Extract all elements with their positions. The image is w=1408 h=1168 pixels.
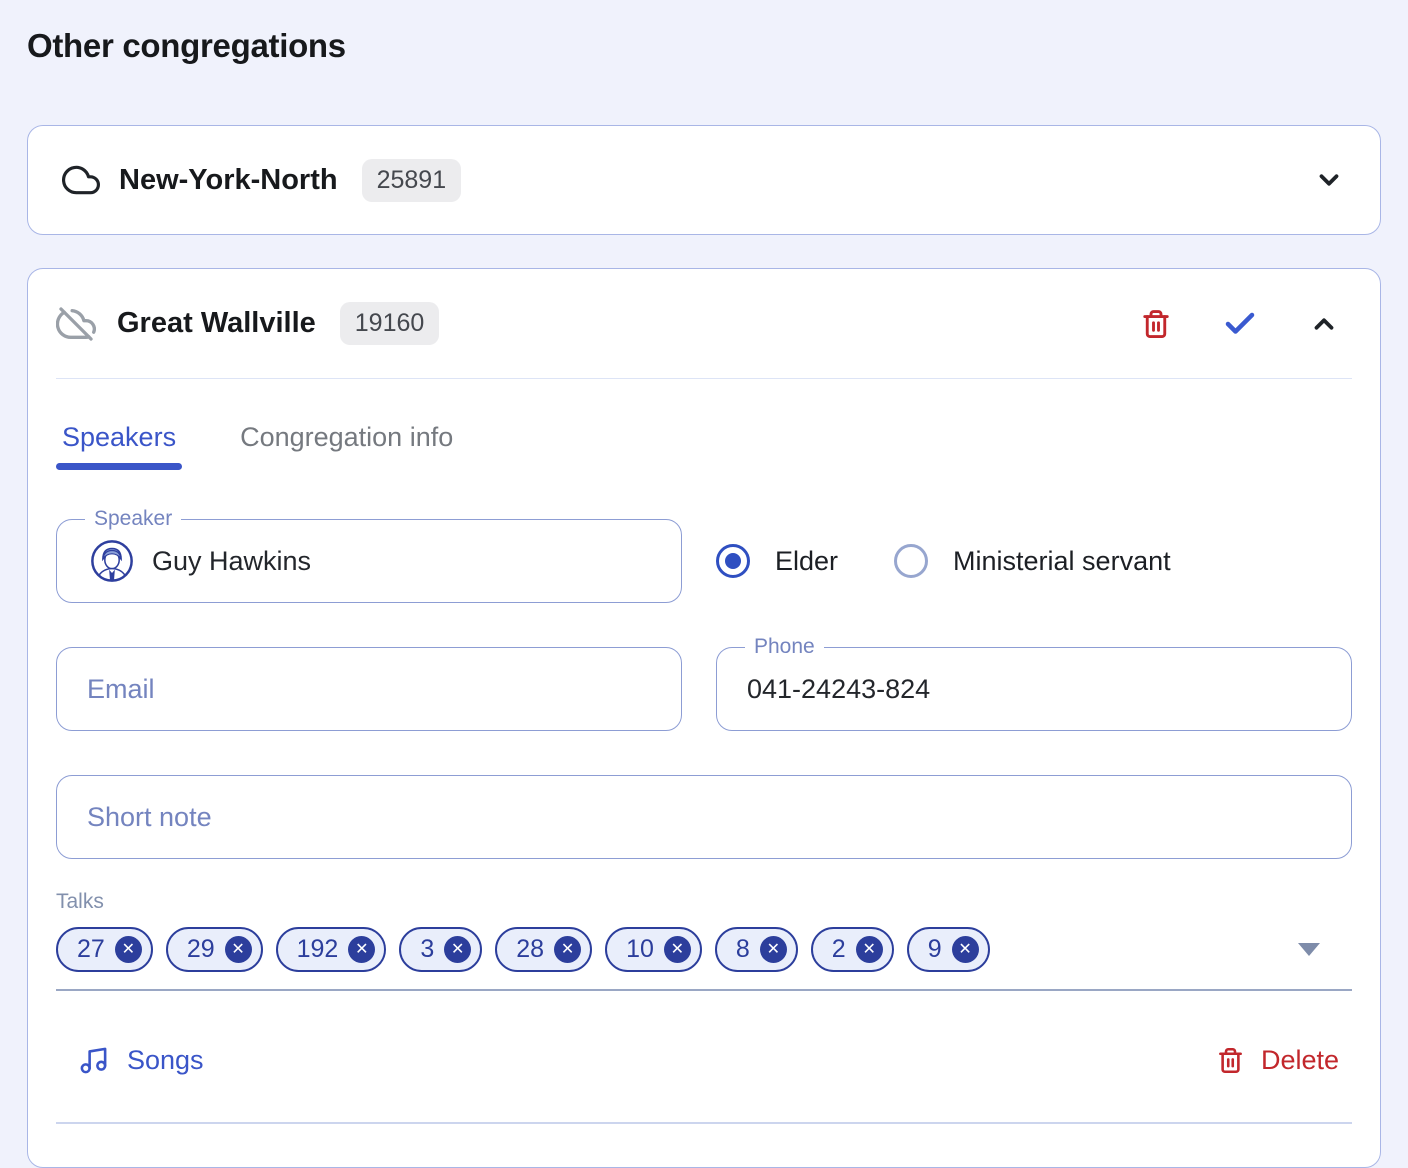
phone-field-label: Phone (745, 635, 824, 659)
talk-chip-remove-icon[interactable]: ✕ (759, 936, 787, 963)
radio-elder-label: Elder (775, 545, 839, 576)
congregation-card-expanded: Great Wallville 19160 (27, 268, 1381, 1168)
talk-chip-remove-icon[interactable]: ✕ (444, 936, 472, 963)
music-notes-icon (78, 1045, 109, 1076)
talk-chip: 8 ✕ (714, 927, 798, 972)
phone-input[interactable] (747, 673, 1329, 705)
speaker-name-input[interactable] (152, 545, 659, 577)
congregation-card-collapsed[interactable]: New-York-North 25891 (27, 125, 1381, 235)
radio-ministerial-servant[interactable]: Ministerial servant (894, 544, 1171, 578)
talk-chip-remove-icon[interactable]: ✕ (348, 936, 376, 963)
talk-chip: 192 ✕ (275, 927, 387, 972)
talk-chip-remove-icon[interactable]: ✕ (554, 936, 582, 963)
talk-chip-value: 9 (927, 935, 942, 963)
talk-chip-value: 2 (831, 935, 846, 963)
talk-chip: 28 ✕ (495, 927, 593, 972)
talks-dropdown-icon[interactable] (1298, 943, 1320, 956)
talk-chip-remove-icon[interactable]: ✕ (114, 936, 142, 963)
speaker-footer-actions: Songs Delete (56, 1031, 1352, 1089)
check-icon (1222, 306, 1258, 342)
cloud-off-icon (56, 304, 96, 344)
cloud-icon (62, 161, 100, 199)
talk-chip-value: 28 (516, 935, 545, 963)
page-title: Other congregations (27, 27, 346, 64)
talk-chip-value: 29 (186, 935, 215, 963)
songs-button[interactable]: Songs (78, 1045, 204, 1076)
talk-chip-value: 8 (735, 935, 750, 963)
phone-field[interactable]: Phone (716, 635, 1352, 731)
congregation-header: Great Wallville 19160 (56, 269, 1352, 379)
header-actions (1141, 306, 1339, 342)
delete-congregation-button[interactable] (1141, 308, 1171, 340)
tab-congregation-info[interactable]: Congregation info (234, 421, 459, 470)
talk-chip: 2 ✕ (810, 927, 894, 972)
talk-chip: 3 ✕ (399, 927, 483, 972)
speaker-field[interactable]: Speaker (56, 507, 682, 603)
confirm-button[interactable] (1222, 306, 1258, 342)
talk-chip-remove-icon[interactable]: ✕ (663, 936, 691, 963)
role-radio-group: Elder Ministerial servant (716, 519, 1352, 603)
section-divider (56, 1122, 1352, 1124)
talk-chip-remove-icon[interactable]: ✕ (224, 936, 252, 963)
talks-chips: 27 ✕ 29 ✕ 192 ✕ 3 ✕ 28 ✕ 10 ✕ 8 ✕ 2 ✕ 9 … (56, 927, 1282, 972)
person-avatar-icon (89, 538, 135, 584)
trash-icon (1141, 308, 1171, 340)
delete-speaker-button[interactable]: Delete (1217, 1045, 1339, 1076)
congregation-id-badge: 25891 (361, 158, 462, 202)
talk-chip: 9 ✕ (906, 927, 990, 972)
speaker-field-label: Speaker (85, 507, 182, 531)
talk-chip-value: 192 (296, 935, 339, 963)
talk-chip: 10 ✕ (605, 927, 702, 972)
collapse-button[interactable] (1309, 309, 1339, 339)
talks-select: 27 ✕ 29 ✕ 192 ✕ 3 ✕ 28 ✕ 10 ✕ 8 ✕ 2 ✕ 9 … (56, 927, 1352, 972)
congregation-id-badge: 19160 (339, 302, 440, 345)
delete-speaker-label: Delete (1260, 1044, 1339, 1075)
expand-button[interactable] (1314, 165, 1344, 195)
talks-underline (56, 989, 1352, 991)
short-note-input[interactable] (56, 775, 1352, 859)
congregation-name: Great Wallville (117, 307, 316, 339)
talk-chip: 27 ✕ (56, 927, 153, 972)
talk-chip-remove-icon[interactable]: ✕ (951, 936, 979, 963)
talk-chip-value: 3 (420, 935, 435, 963)
chevron-up-icon (1309, 309, 1339, 339)
songs-label: Songs (127, 1044, 204, 1075)
radio-ministerial-servant-label: Ministerial servant (953, 545, 1171, 576)
tab-speakers[interactable]: Speakers (56, 421, 183, 470)
email-input[interactable] (56, 647, 682, 731)
talk-chip-value: 10 (626, 935, 654, 963)
talks-label: Talks (56, 890, 104, 913)
talk-chip-value: 27 (77, 935, 105, 963)
radio-circle (894, 544, 929, 578)
trash-icon (1217, 1046, 1244, 1075)
talk-chip-remove-icon[interactable]: ✕ (855, 936, 883, 963)
radio-elder[interactable]: Elder (716, 544, 838, 578)
tab-bar: Speakers Congregation info (56, 421, 1352, 470)
talk-chip: 29 ✕ (165, 927, 263, 972)
chevron-down-icon (1314, 165, 1344, 195)
congregation-name: New-York-North (119, 163, 338, 196)
radio-circle (716, 544, 750, 578)
